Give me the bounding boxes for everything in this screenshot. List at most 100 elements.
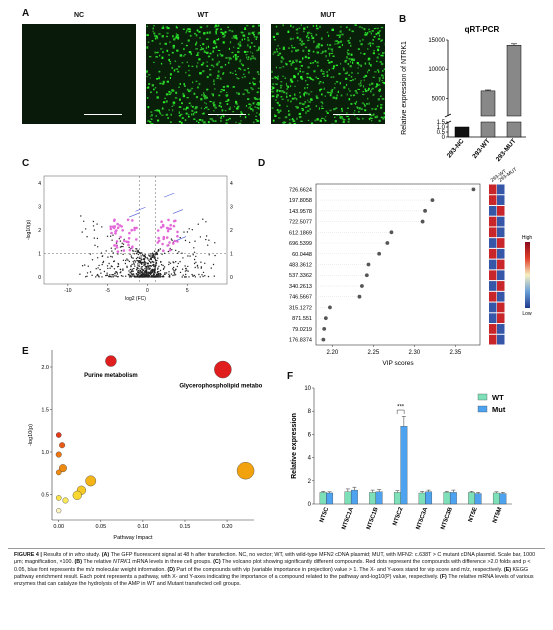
gfp-cell <box>297 28 299 31</box>
volcano-point <box>112 276 115 278</box>
gfp-cell <box>252 57 255 60</box>
significance-label: *** <box>397 405 405 411</box>
gfp-cell <box>220 66 223 69</box>
significant-point <box>166 244 169 247</box>
gfp-cell <box>244 38 246 40</box>
gfp-cell <box>354 90 356 92</box>
gfp-cell <box>322 51 325 53</box>
gfp-cell <box>172 44 175 48</box>
volcano-point <box>125 259 127 262</box>
gfp-cell <box>288 113 291 116</box>
gfp-cell <box>215 28 218 31</box>
gfp-cell <box>186 61 188 63</box>
gfp-cell <box>332 76 335 78</box>
gfp-cell <box>354 24 357 26</box>
gfp-cell <box>209 52 212 55</box>
gfp-cell <box>201 94 203 96</box>
volcano-point <box>143 276 145 278</box>
gfp-cell <box>315 24 318 27</box>
gfp-cell <box>348 90 351 92</box>
volcano-point <box>137 253 139 256</box>
gfp-cell <box>157 37 159 40</box>
gfp-cell <box>280 84 283 87</box>
gfp-cell <box>245 105 248 107</box>
gfp-cell <box>348 42 351 44</box>
gfp-cell <box>162 25 164 28</box>
volcano-point <box>168 263 170 266</box>
gfp-cell <box>220 28 222 31</box>
gfp-cell <box>173 38 176 41</box>
gfp-cell <box>319 89 321 92</box>
caption-panel-label: (F) <box>439 573 447 580</box>
volcano-point <box>126 265 128 267</box>
gfp-cell <box>292 62 295 63</box>
gfp-cell <box>290 80 294 83</box>
gfp-cell <box>184 119 187 122</box>
heatmap-cell <box>489 195 497 205</box>
figure-caption: FIGURE 4 | Results of in vitro study. (A… <box>14 552 542 588</box>
gfp-cell <box>206 61 208 63</box>
volcano-point <box>172 269 175 271</box>
volcano-point <box>160 276 162 278</box>
gfp-cell <box>350 44 352 47</box>
gfp-cell <box>240 31 243 34</box>
gfp-cell <box>242 34 246 37</box>
gfp-cell <box>327 59 329 61</box>
gfp-cell <box>319 119 322 122</box>
gfp-cell <box>172 109 174 112</box>
gfp-cell <box>372 113 375 116</box>
gfp-cell <box>330 90 333 93</box>
volcano-point <box>103 270 106 273</box>
gfp-cell <box>301 78 304 80</box>
gfp-cell <box>294 93 296 96</box>
gfp-cell <box>228 56 231 60</box>
volcano-point <box>179 271 182 274</box>
gfp-cell <box>239 59 242 61</box>
heatmap-cell <box>489 205 497 216</box>
gfp-cell <box>181 117 184 119</box>
volcano-point <box>98 264 100 267</box>
gfp-cell <box>230 57 232 60</box>
volcano-point <box>143 260 146 262</box>
gfp-cell <box>200 63 204 66</box>
gfp-cell <box>282 57 285 60</box>
gfp-cell <box>215 24 217 26</box>
gfp-cell <box>313 70 316 73</box>
volcano-point <box>173 272 176 274</box>
gfp-cell <box>366 32 369 35</box>
gfp-cell <box>227 98 230 102</box>
volcano-point <box>134 261 137 263</box>
volcano-point <box>193 274 196 277</box>
gfp-cell <box>243 50 247 53</box>
gfp-cell <box>342 120 345 123</box>
gfp-cell <box>348 74 351 76</box>
volcano-point <box>144 263 146 265</box>
gfp-cell <box>232 86 235 88</box>
gfp-cell <box>357 118 360 120</box>
volcano-point <box>153 256 156 258</box>
significant-point <box>157 236 160 240</box>
volcano-point <box>107 256 109 258</box>
micrograph-nc: NC <box>22 12 136 124</box>
gfp-cell <box>383 112 385 115</box>
volcano-point <box>129 276 131 278</box>
heatmap-cell <box>497 205 505 216</box>
gfp-cell <box>324 120 327 122</box>
micrograph-background <box>271 24 385 124</box>
volcano-point <box>139 260 142 263</box>
gfp-cell <box>187 28 190 30</box>
gfp-cell <box>224 31 227 34</box>
heatmap-cell <box>497 259 505 270</box>
gfp-cell <box>358 107 361 110</box>
gfp-cell <box>171 105 173 107</box>
gfp-cell <box>155 115 157 117</box>
gfp-cell <box>360 52 362 54</box>
volcano-point <box>85 228 87 230</box>
gfp-cell <box>167 117 169 119</box>
gfp-cell <box>364 88 366 91</box>
gfp-cell <box>221 109 224 112</box>
chart-title: qRT-PCR <box>465 25 500 34</box>
gfp-cell <box>382 117 385 120</box>
gfp-cell <box>340 40 343 43</box>
gfp-cell <box>326 74 329 77</box>
